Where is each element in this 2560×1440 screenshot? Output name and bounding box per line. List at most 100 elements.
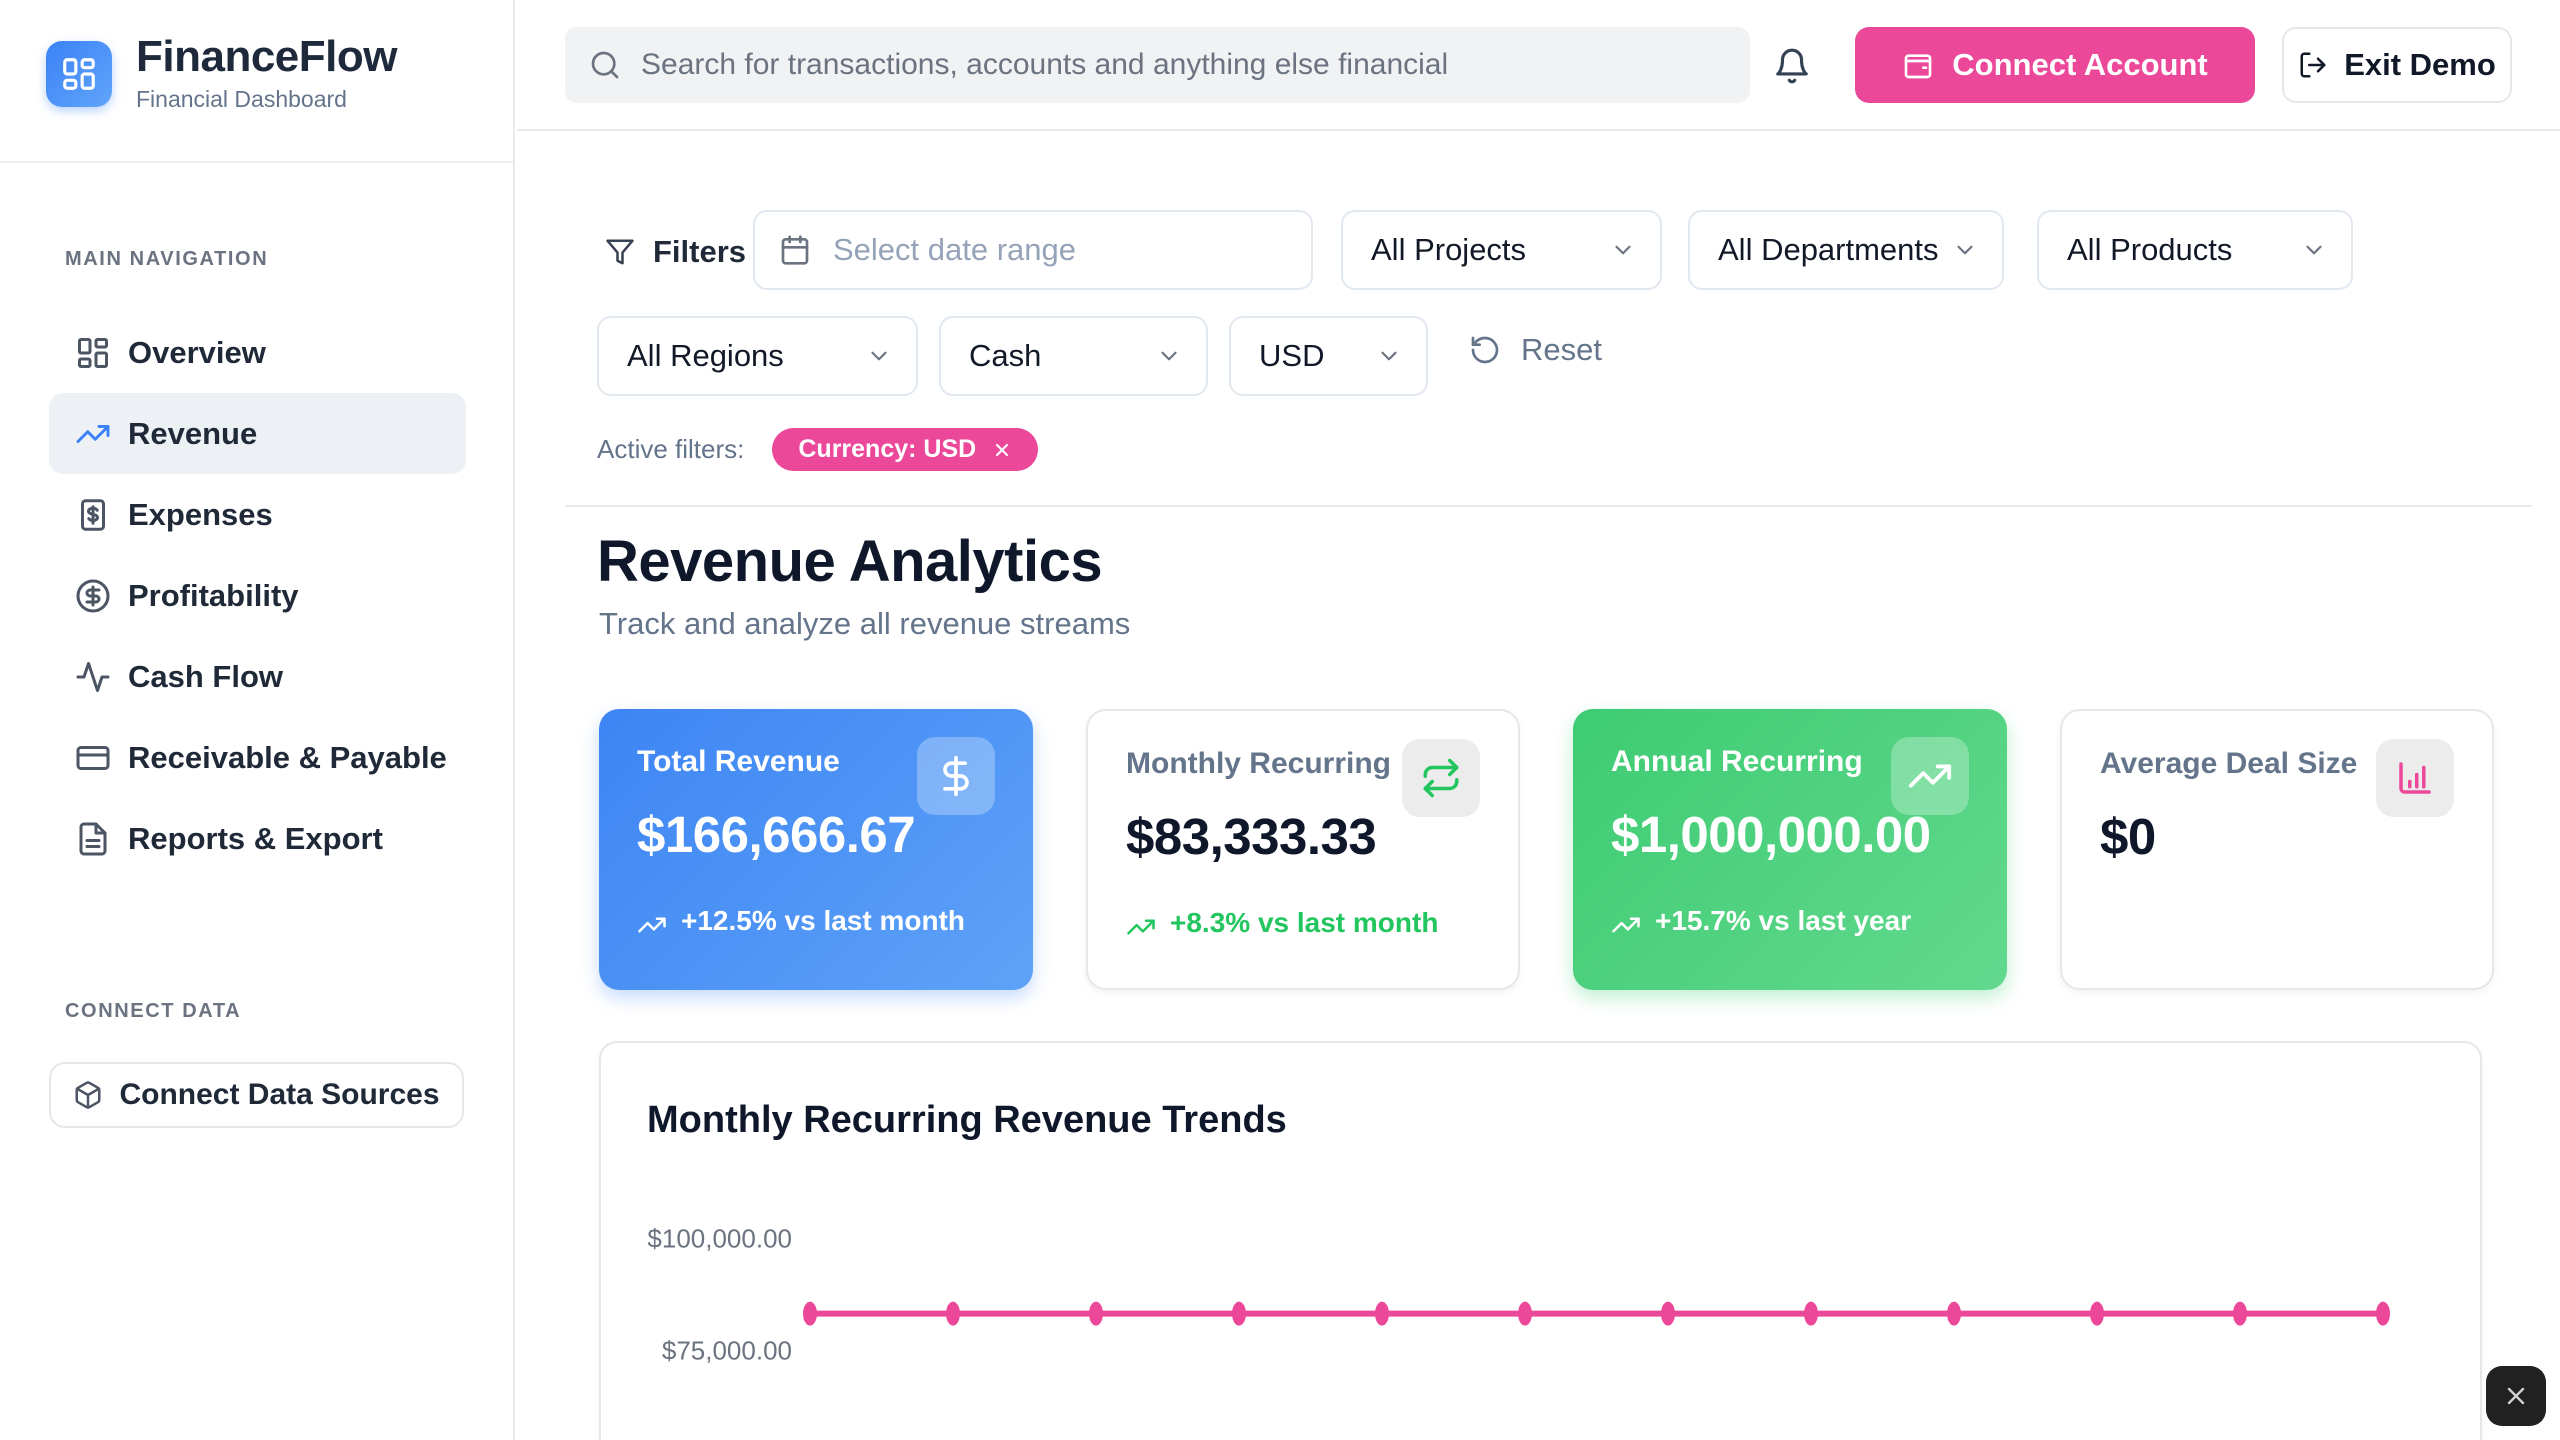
exit-demo-label: Exit Demo: [2344, 47, 2496, 82]
active-filters-row: Active filters: Currency: USD: [597, 428, 1039, 471]
currency-filter-chip[interactable]: Currency: USD: [772, 428, 1039, 471]
rotate-ccw-icon: [1469, 334, 1501, 366]
sidebar-item-label: Profitability: [128, 577, 299, 613]
close-overlay-button[interactable]: [2486, 1366, 2546, 1426]
sidebar-item-label: Cash Flow: [128, 658, 284, 694]
bar-chart-icon: [2394, 757, 2436, 799]
close-icon[interactable]: [992, 440, 1012, 460]
kpi-card-total-revenue: Total Revenue $166,666.67 +12.5% vs last…: [599, 709, 1033, 990]
main-navigation: Overview Revenue Expenses Profitability: [49, 312, 466, 879]
filters-title: Filters: [605, 234, 746, 270]
trending-up-icon: [1611, 910, 1641, 940]
repeat-icon: [1420, 757, 1462, 799]
sidebar-item-label: Revenue: [128, 415, 258, 451]
kpi-value: $166,666.67: [637, 806, 916, 863]
data-point: [1661, 1301, 1675, 1326]
kpi-label: Total Revenue: [637, 745, 840, 778]
kpi-change: +8.3% vs last month: [1126, 904, 1480, 942]
brand: FinanceFlow Financial Dashboard: [0, 0, 513, 163]
page-subtitle: Track and analyze all revenue streams: [599, 606, 1131, 641]
kpi-label: Annual Recurring: [1611, 745, 1863, 778]
chevron-down-icon: [2301, 237, 2327, 263]
sidebar-item-cash-flow[interactable]: Cash Flow: [49, 636, 466, 717]
app-logo: [46, 40, 112, 107]
sidebar-item-profitability[interactable]: Profitability: [49, 555, 466, 636]
payment-type-select-value: Cash: [969, 338, 1042, 373]
package-icon: [73, 1080, 103, 1110]
currency-select[interactable]: USD: [1229, 316, 1428, 396]
calendar-icon: [779, 234, 811, 266]
kpi-iconbox: [1402, 739, 1480, 817]
kpi-label: Average Deal Size: [2100, 747, 2358, 780]
exit-demo-button[interactable]: Exit Demo: [2282, 27, 2512, 103]
trending-up-icon: [637, 910, 667, 940]
sidebar-item-expenses[interactable]: Expenses: [49, 474, 466, 555]
payment-type-select[interactable]: Cash: [939, 316, 1208, 396]
dashboard-icon: [75, 335, 111, 371]
trending-up-icon: [1907, 753, 1953, 799]
data-point: [1947, 1301, 1961, 1326]
date-range-input[interactable]: [833, 232, 1287, 268]
connect-data-section-label: CONNECT DATA: [65, 1000, 242, 1022]
y-axis-tick: $75,000.00: [661, 1335, 792, 1366]
dashboard-logo-icon: [60, 55, 98, 93]
credit-card-icon: [75, 740, 111, 776]
departments-select[interactable]: All Departments: [1688, 210, 2004, 290]
regions-select[interactable]: All Regions: [597, 316, 918, 396]
sidebar-item-label: Expenses: [128, 496, 273, 532]
sidebar-item-revenue[interactable]: Revenue: [49, 393, 466, 474]
search-icon: [589, 49, 621, 81]
y-axis-tick: $100,000.00: [647, 1223, 792, 1254]
filters-title-label: Filters: [653, 234, 747, 269]
reset-label: Reset: [1521, 332, 1602, 367]
data-point: [1089, 1301, 1103, 1326]
close-icon: [2502, 1382, 2530, 1410]
reset-filters-button[interactable]: Reset: [1469, 332, 1602, 368]
page-title: Revenue Analytics: [597, 529, 1103, 594]
sidebar-item-reports-export[interactable]: Reports & Export: [49, 798, 466, 879]
kpi-card-monthly-recurring: Monthly Recurring $83,333.33 +8.3% vs la…: [1086, 709, 1520, 990]
circle-dollar-icon: [75, 578, 111, 614]
connect-account-button[interactable]: Connect Account: [1855, 27, 2255, 103]
projects-select[interactable]: All Projects: [1341, 210, 1662, 290]
sidebar: FinanceFlow Financial Dashboard MAIN NAV…: [0, 0, 515, 1440]
main-content: Filters All Projects All Departments All…: [517, 132, 2560, 1440]
chevron-down-icon: [1610, 237, 1636, 263]
kpi-value: $0: [2100, 808, 2156, 865]
kpi-label: Monthly Recurring: [1126, 747, 1392, 780]
mrr-trends-card: Monthly Recurring Revenue Trends $100,00…: [599, 1041, 2482, 1440]
search-input[interactable]: [641, 48, 1726, 82]
kpi-iconbox: [1891, 737, 1969, 815]
chevron-down-icon: [866, 343, 892, 369]
kpi-iconbox: [917, 737, 995, 815]
global-search[interactable]: [565, 27, 1750, 103]
notifications-button[interactable]: [1773, 36, 1833, 96]
products-select[interactable]: All Products: [2037, 210, 2353, 290]
kpi-value: $83,333.33: [1126, 808, 1377, 865]
connect-data-sources-button[interactable]: Connect Data Sources: [49, 1062, 464, 1128]
data-point: [1375, 1301, 1389, 1326]
kpi-card-annual-recurring: Annual Recurring $1,000,000.00 +15.7% vs…: [1573, 709, 2007, 990]
date-range-picker[interactable]: [753, 210, 1313, 290]
products-select-value: All Products: [2067, 232, 2233, 267]
sidebar-item-receivable-payable[interactable]: Receivable & Payable: [49, 717, 466, 798]
funnel-icon: [605, 237, 635, 267]
connect-account-label: Connect Account: [1952, 47, 2208, 82]
departments-select-value: All Departments: [1718, 232, 1939, 267]
activity-icon: [75, 659, 111, 695]
chip-label: Currency: USD: [798, 435, 977, 463]
sidebar-item-overview[interactable]: Overview: [49, 312, 466, 393]
bell-icon: [1773, 47, 1833, 85]
divider: [565, 505, 2532, 507]
chevron-down-icon: [1156, 343, 1182, 369]
currency-select-value: USD: [1259, 338, 1325, 373]
active-filters-label: Active filters:: [597, 434, 745, 464]
data-point: [1232, 1301, 1246, 1326]
projects-select-value: All Projects: [1371, 232, 1527, 267]
regions-select-value: All Regions: [627, 338, 784, 373]
sidebar-item-label: Receivable & Payable: [128, 739, 447, 775]
brand-name: FinanceFlow: [136, 31, 397, 81]
data-point: [803, 1301, 817, 1326]
data-point: [2233, 1301, 2247, 1326]
log-out-icon: [2298, 50, 2328, 80]
